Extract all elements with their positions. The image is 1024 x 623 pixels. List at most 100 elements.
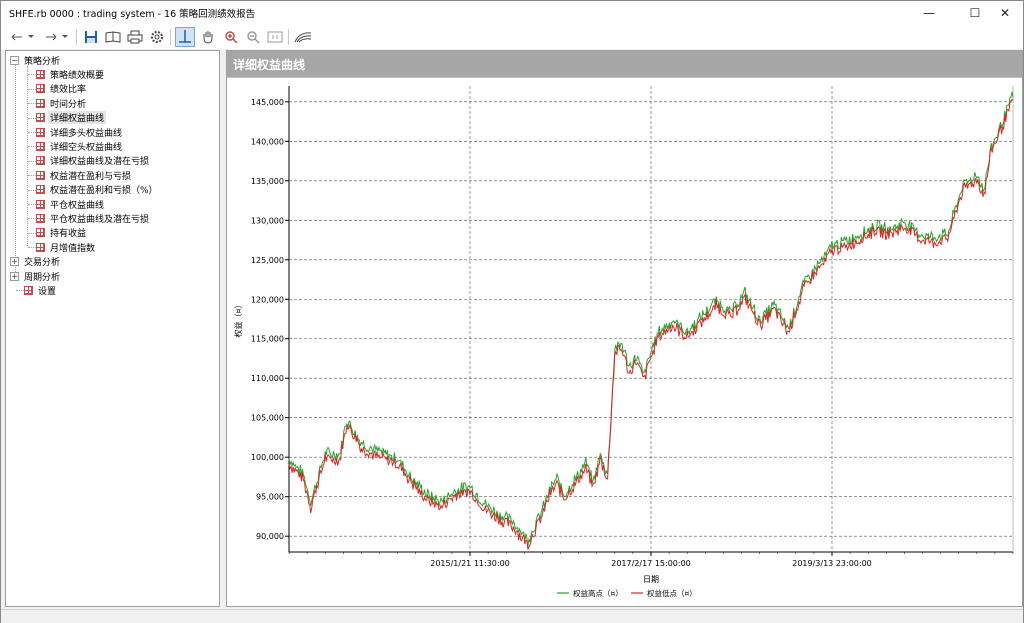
zoom-out-icon[interactable] [243,27,263,47]
book-icon[interactable] [103,27,123,47]
save-icon[interactable] [81,27,101,47]
zoom-fit-icon[interactable] [265,27,285,47]
tree-item-label: 平仓权益曲线及潜在亏损 [50,214,150,225]
tree-item-10[interactable]: 平仓权益曲线 [36,197,106,211]
tree-item-5[interactable]: 详细多头权益曲线 [36,125,124,139]
settings-icon[interactable] [147,27,167,47]
y-axis-label: 权益（¤） [233,300,243,337]
tree-item-9[interactable]: 权益潜在盈利和亏损（%） [36,183,160,197]
tree-group-trade[interactable]: + 交易分析 [10,255,62,269]
tree-item-1[interactable]: 策略绩效概要 [36,67,106,81]
report-item-icon [36,199,45,209]
y-tick-label: 115,000 [251,335,284,344]
analysis-tree: − 策略分析策略绩效概要 绩效比率 时间分析 详细权益曲线详细多头权益曲线 详细空头权益曲… [5,50,220,607]
equity-chart: 90,000 95,000 100,000 105,000 110,000 115,000… [227,77,1022,606]
report-item-icon [36,141,45,151]
report-item-icon [36,185,45,195]
equity-chart-svg: 90,000 95,000 100,000 105,000 110,000 115,000… [233,86,1014,598]
tree-guide [28,218,36,220]
report-item-icon [36,228,45,238]
tree-group-strategy[interactable]: − 策略分析 [10,53,62,67]
zoom-in-icon[interactable] [221,27,241,47]
tree-item-2[interactable]: 绩效比率 [36,82,88,96]
series-high-line [288,91,1014,547]
chart-style-icon[interactable] [293,27,313,47]
tree-guide [28,204,36,205]
tree-guide [28,232,36,234]
tree-item-12[interactable]: 持有收益 [36,226,88,240]
toolbar-separator [288,29,289,45]
report-panel: 详细权益曲线 90,000 95,000 100,000 105,000 110,000… [226,50,1023,607]
x-tick-label: 2017/2/17 15:00:00 [611,559,691,568]
toolbar [1,25,1023,49]
tree-item-13[interactable]: 月增值指数 [36,240,97,254]
window-title: SHFE.rb 0000 : trading system - 16 策略回测绩… [9,9,256,20]
tree-item-11[interactable]: 平仓权益曲线及潜在亏损 [36,211,151,225]
y-tick-label: 140,000 [251,137,284,146]
x-tick-label: 2015/1/21 11:30:00 [430,559,510,568]
report-item-icon [36,170,45,180]
back-arrow-icon[interactable] [7,27,27,47]
report-item-icon [36,127,45,137]
tree-guide [28,175,36,177]
tree-item-label: 权益潜在盈利与亏损 [50,171,132,182]
tree-guide [28,247,36,249]
report-item-icon [24,285,33,295]
y-tick-label: 120,000 [251,295,284,304]
tree-guide [15,64,16,280]
report-item-icon [36,156,45,166]
tree-guide [28,103,36,105]
tree-guide [28,189,36,191]
tree-item-label: 策略分析 [24,56,61,67]
tree-item-label: 平仓权益曲线 [50,200,105,211]
tree-item-label: 权益潜在盈利和亏损（%） [50,186,158,197]
x-tick-label: 2019/3/13 23:00:00 [792,559,872,568]
tree-item-7[interactable]: 详细权益曲线及潜在亏损 [36,154,151,168]
tree-item-3[interactable]: 时间分析 [36,96,88,110]
y-tick-label: 145,000 [251,98,284,107]
series-low-line [288,98,1014,550]
tree-item-label: 详细多头权益曲线 [50,128,123,139]
forward-arrow-icon[interactable] [41,27,61,47]
forward-dropdown-icon[interactable] [59,27,71,47]
toolbar-separator [76,29,77,45]
crosshair-icon[interactable] [175,27,195,47]
y-tick-label: 130,000 [251,216,284,225]
print-icon[interactable] [125,27,145,47]
tree-item-settings[interactable]: 设置 [24,283,58,297]
maximize-button[interactable]: ☐ [969,6,981,20]
y-tick-label: 135,000 [251,177,284,186]
tree-item-label: 详细空头权益曲线 [50,142,123,153]
tree-item-4[interactable]: 详细权益曲线 [36,111,107,125]
y-tick-label: 90,000 [256,532,284,541]
minimize-button[interactable]: — [923,6,935,20]
y-tick-label: 105,000 [251,414,284,423]
tree-group-period[interactable]: + 周期分析 [10,269,62,283]
tree-item-label: 周期分析 [24,272,61,283]
tree-item-label: 详细权益曲线 [48,111,107,125]
expander-icon[interactable]: + [10,257,19,267]
tree-item-label: 策略绩效概要 [50,70,105,81]
status-bar [1,609,1023,623]
tree-item-6[interactable]: 详细空头权益曲线 [36,139,124,153]
tree-guide [28,132,36,133]
back-dropdown-icon[interactable] [25,27,37,47]
tree-item-label: 详细权益曲线及潜在亏损 [50,157,150,168]
expander-icon[interactable]: − [10,55,19,65]
x-axis-label: 日期 [643,575,659,584]
legend-label: 权益低点（¤） [647,588,697,598]
tree-guide [16,290,24,292]
tree-item-label: 绩效比率 [50,85,87,96]
tree-item-8[interactable]: 权益潜在盈利与亏损 [36,168,133,182]
tree-item-label: 交易分析 [24,258,61,269]
report-item-icon [36,242,45,252]
tree-item-label: 设置 [38,286,57,297]
y-tick-label: 125,000 [251,256,284,265]
expander-icon[interactable]: + [10,271,19,281]
title-bar: SHFE.rb 0000 : trading system - 16 策略回测绩… [1,1,1023,25]
tree-guide [27,66,28,246]
report-item-icon [36,113,45,123]
hand-pan-icon[interactable] [198,27,218,47]
close-button[interactable]: ✕ [999,6,1011,20]
tree-guide [28,117,36,119]
